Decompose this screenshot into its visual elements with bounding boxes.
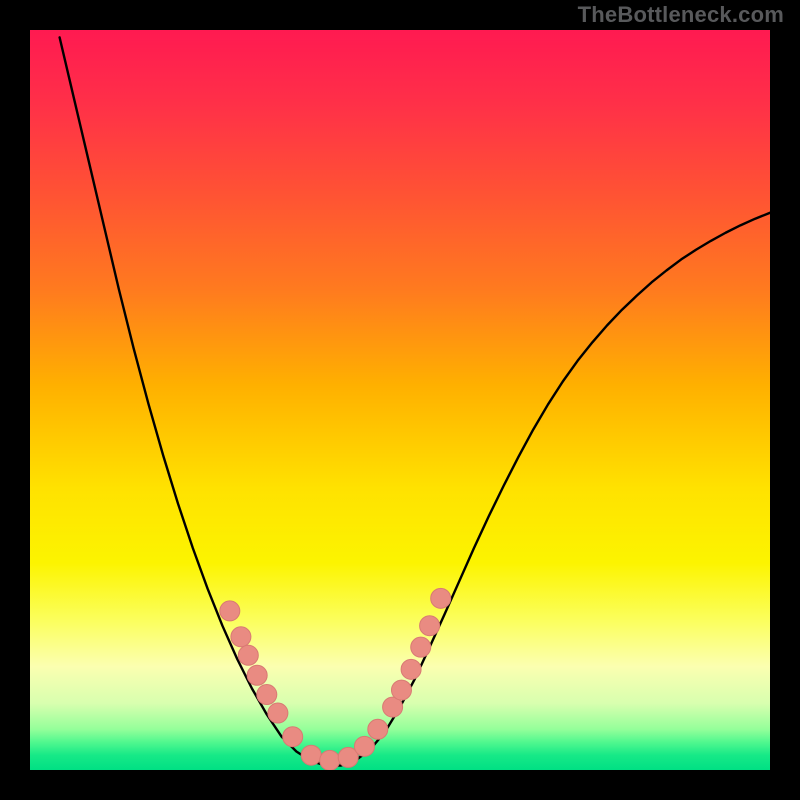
curve-marker xyxy=(220,601,240,621)
gradient-background xyxy=(30,30,770,770)
curve-marker xyxy=(247,665,267,685)
curve-marker xyxy=(268,703,288,723)
chart-stage: TheBottleneck.com xyxy=(0,0,800,800)
curve-marker xyxy=(368,719,388,739)
curve-marker xyxy=(231,627,251,647)
watermark-text: TheBottleneck.com xyxy=(578,2,784,28)
curve-marker xyxy=(301,745,321,765)
curve-marker xyxy=(411,637,431,657)
curve-marker xyxy=(401,659,421,679)
curve-marker xyxy=(391,680,411,700)
curve-marker xyxy=(320,750,340,770)
curve-marker xyxy=(431,588,451,608)
curve-marker xyxy=(238,645,258,665)
bottleneck-curve-chart xyxy=(0,0,800,800)
curve-marker xyxy=(257,685,277,705)
curve-marker xyxy=(354,736,374,756)
curve-marker xyxy=(420,616,440,636)
curve-marker xyxy=(283,727,303,747)
